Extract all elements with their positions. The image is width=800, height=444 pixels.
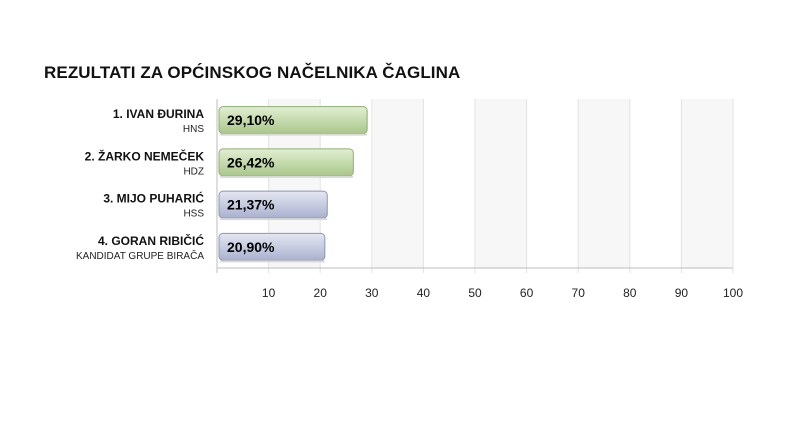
- candidate-name: 1. IVAN ĐURINA: [113, 107, 204, 121]
- x-tick-label: 50: [468, 286, 482, 300]
- bars: 29,10% 26,42% 21,37% 20,90%: [218, 106, 368, 263]
- candidate-name: 3. MIJO PUHARIĆ: [103, 191, 204, 206]
- x-tick-label: 60: [520, 286, 534, 300]
- bar-shadow: [220, 260, 325, 263]
- bar-value-label: 29,10%: [227, 112, 275, 128]
- candidate-name: 2. ŽARKO NEMEČEK: [85, 148, 205, 163]
- x-tick-label: 10: [262, 286, 276, 300]
- candidate-party: HDZ: [183, 166, 204, 177]
- x-tick-label: 70: [572, 286, 586, 300]
- x-tick-label: 90: [675, 286, 689, 300]
- x-axis: 10 20 30 40 50 60 70 80 90 100: [262, 286, 743, 300]
- candidate-name: 4. GORAN RIBIČIĆ: [98, 233, 204, 248]
- bar-shadow: [220, 133, 368, 136]
- plot-background: [268, 99, 733, 268]
- bar-value-label: 26,42%: [227, 154, 275, 170]
- bar-shadow: [220, 218, 328, 221]
- grid-band: [681, 99, 733, 268]
- x-tick-label: 40: [417, 286, 431, 300]
- x-tick-label: 80: [623, 286, 637, 300]
- chart-title: REZULTATI ZA OPĆINSKOG NAČELNIKA ČAGLINA: [44, 63, 461, 82]
- bar-shadow: [220, 175, 354, 178]
- x-tick-label: 30: [365, 286, 379, 300]
- bar-value-label: 21,37%: [227, 197, 275, 213]
- grid-band: [475, 99, 527, 268]
- x-tick-label: 20: [314, 286, 328, 300]
- candidate-party: KANDIDAT GRUPE BIRAČA: [76, 249, 204, 262]
- category-labels: 1. IVAN ĐURINA HNS 2. ŽARKO NEMEČEK HDZ 3. M…: [76, 107, 204, 262]
- grid-band: [578, 99, 630, 268]
- grid-band: [371, 99, 424, 268]
- candidate-party: HSS: [183, 209, 204, 220]
- candidate-party: HNS: [183, 124, 204, 135]
- bar-value-label: 20,90%: [227, 239, 275, 255]
- x-tick-label: 100: [723, 286, 743, 300]
